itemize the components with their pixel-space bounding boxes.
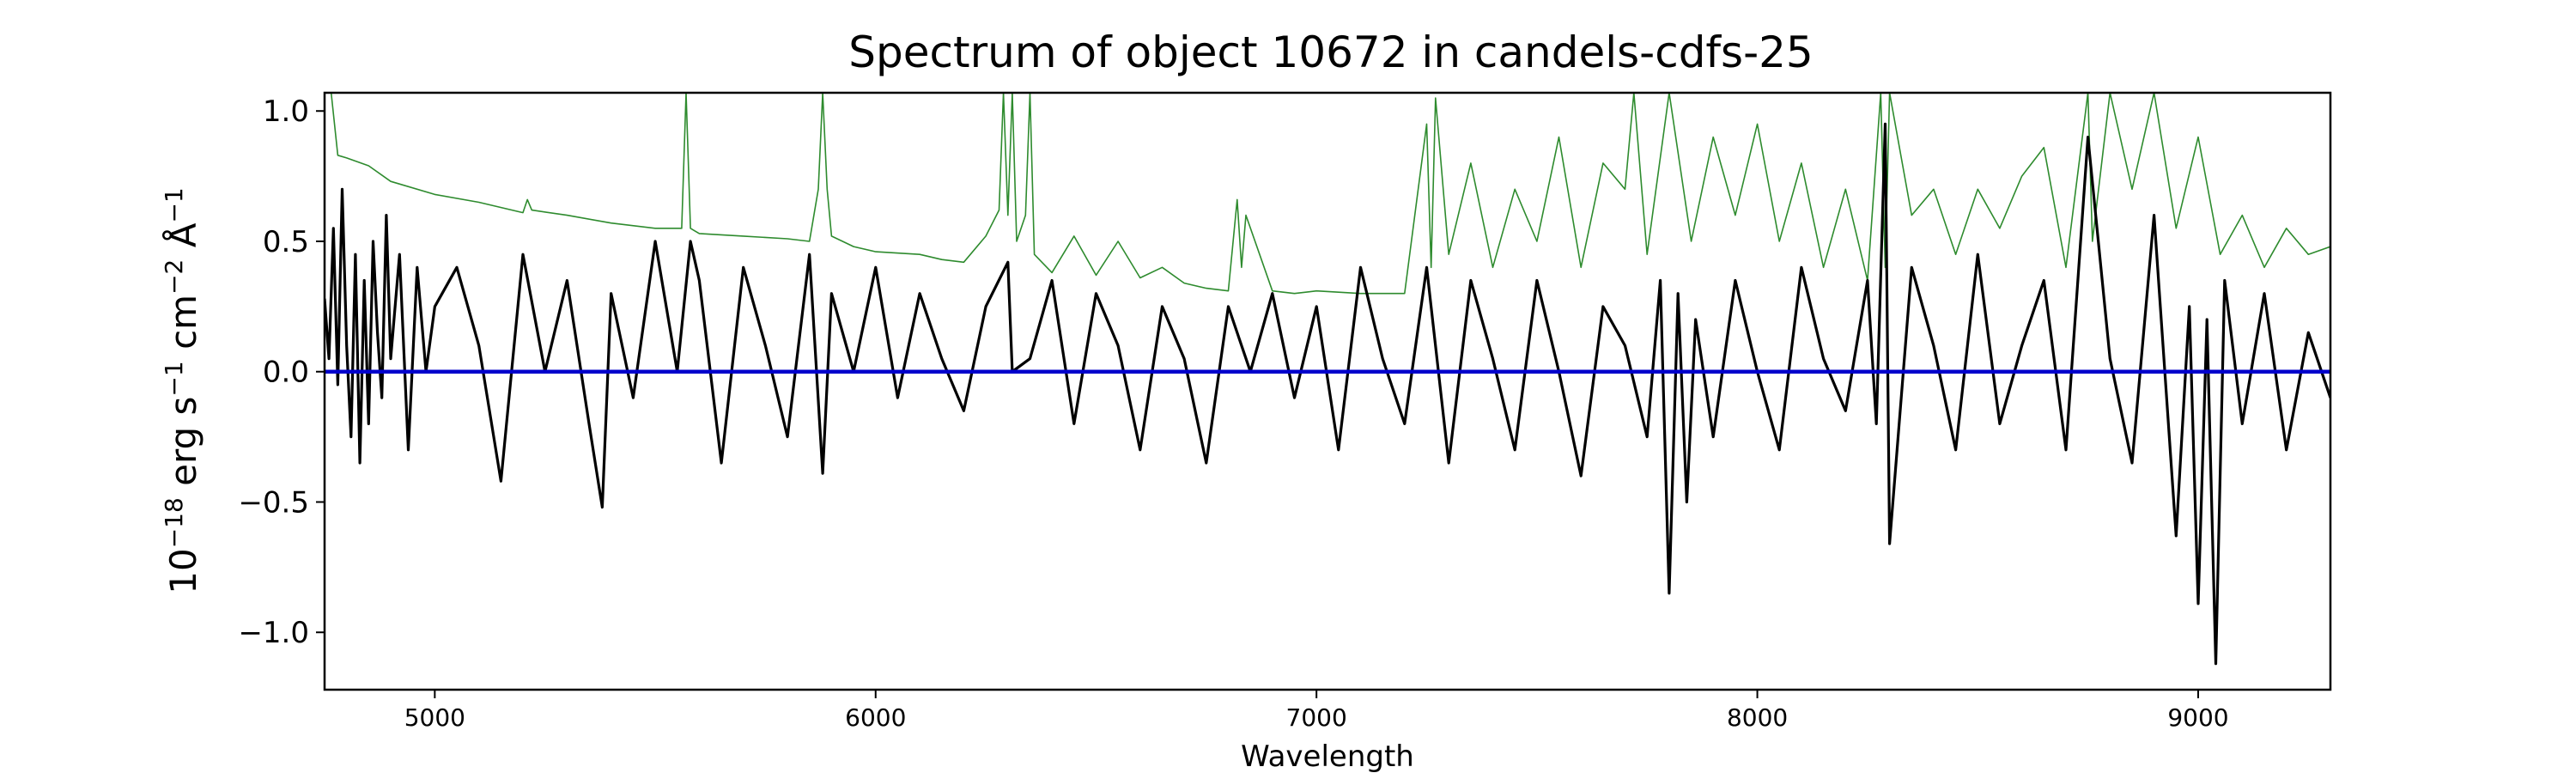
x-axis-label: Wavelength	[1241, 740, 1414, 773]
plot-area	[323, 91, 2332, 691]
y-label-exp: −18	[160, 497, 188, 548]
y-label-cm-exp: −2	[160, 259, 188, 295]
y-tick-label: −1.0	[238, 616, 309, 650]
x-tick-label: 5000	[404, 703, 465, 732]
y-label-cm: cm	[162, 295, 204, 361]
y-label-erg: erg s	[162, 397, 204, 498]
y-label-base: 10	[162, 548, 204, 593]
x-tick-label: 6000	[845, 703, 906, 732]
y-tick-label: −0.5	[238, 485, 309, 520]
x-tick-label: 8000	[1727, 703, 1788, 732]
x-tick-label: 7000	[1286, 703, 1347, 732]
error-series-line	[325, 93, 2330, 295]
y-tick-label: 0.0	[263, 356, 309, 390]
flux-series-line	[325, 122, 2330, 666]
x-tick-label: 9000	[2167, 703, 2228, 732]
y-label-ang-exp: −1	[160, 187, 188, 222]
y-axis-ticks: −1.0 −0.5 0.0 0.5 1.0	[238, 94, 325, 650]
y-tick-label: 0.5	[263, 225, 309, 259]
chart-title: Spectrum of object 10672 in candels-cdfs…	[848, 27, 1814, 77]
y-axis-label: 10−18 erg s−1 cm−2 Å−1	[160, 187, 204, 593]
plot-frame	[323, 91, 2332, 691]
y-tick-label: 1.0	[263, 94, 309, 129]
x-axis-ticks: 5000 6000 7000 8000 9000	[404, 690, 2229, 732]
y-label-ang: Å	[161, 222, 204, 259]
y-label-s-exp: −1	[160, 361, 188, 396]
